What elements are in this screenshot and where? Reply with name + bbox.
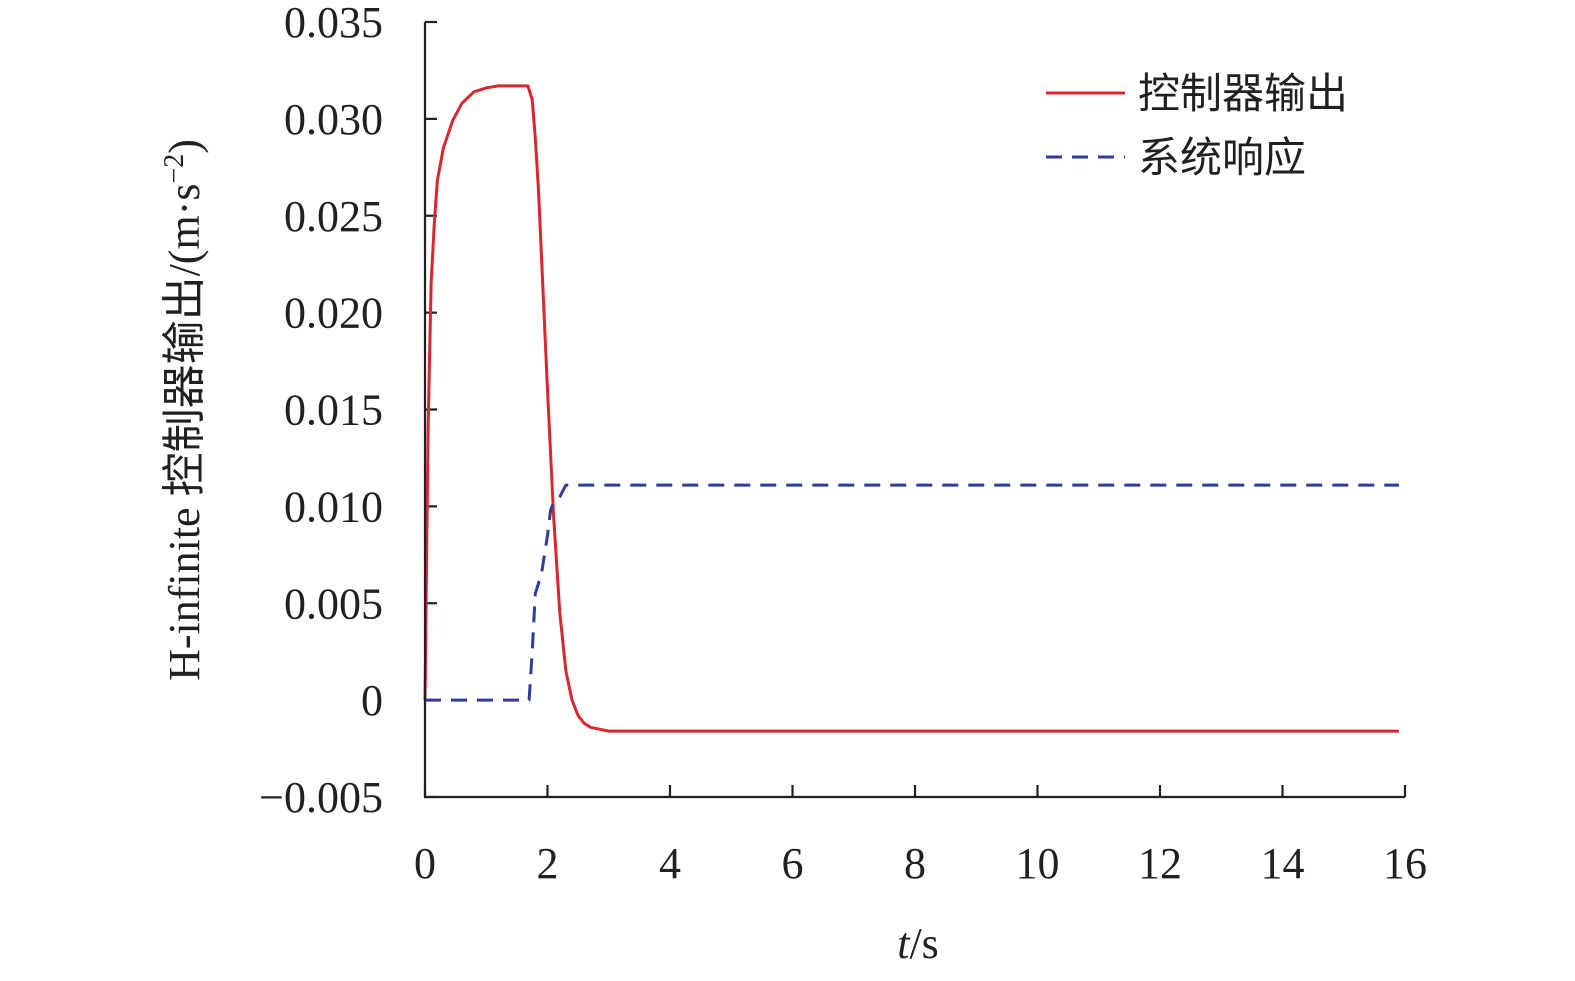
y-tick-label: 0.005 [284,579,383,628]
y-tick-label: −0.005 [259,773,383,822]
x-axis-label-unit: /s [909,919,938,968]
y-tick-label: 0.010 [284,482,383,531]
x-tick-label: 14 [1261,839,1305,888]
legend-label-system-response: 系统响应 [1138,133,1306,182]
y-tick-label: 0.015 [284,386,383,435]
series-layer [423,84,1399,733]
series-line-system-response [425,483,1399,702]
x-axis-ticks: 0 2 4 6 8 10 12 14 16 [414,785,1427,888]
x-tick-label: 10 [1016,839,1060,888]
y-axis-label-close: ) [160,139,209,154]
y-tick-label: 0.030 [284,95,383,144]
x-tick-label: 0 [414,839,436,888]
x-tick-label: 8 [904,839,926,888]
x-tick-label: 4 [659,839,681,888]
y-tick-label: 0.035 [284,0,383,47]
y-axis-ticks: −0.005 0 0.005 0.010 0.015 0.020 0.025 0.030 0.0… [259,0,437,822]
y-axis-label: H-infinite 控制器输出/(m·s−2) [159,139,209,681]
x-axis-label-var: t [897,919,911,968]
x-tick-label: 6 [782,839,804,888]
x-axis-label: t/s [897,919,939,968]
y-axis-label-superscript: −2 [159,154,190,184]
x-tick-label: 16 [1383,839,1427,888]
legend: 控制器输出 系统响应 [1046,69,1348,182]
x-tick-label: 12 [1138,839,1182,888]
y-tick-label: 0 [361,676,383,725]
x-tick-label: 2 [537,839,559,888]
axis-frame [423,22,1405,799]
y-tick-label: 0.025 [284,192,383,241]
y-axis-label-main: H-infinite 控制器输出/(m·s [160,184,209,681]
series-line-controller-output [423,84,1399,733]
y-tick-label: 0.020 [284,289,383,338]
legend-label-controller-output: 控制器输出 [1138,69,1348,118]
